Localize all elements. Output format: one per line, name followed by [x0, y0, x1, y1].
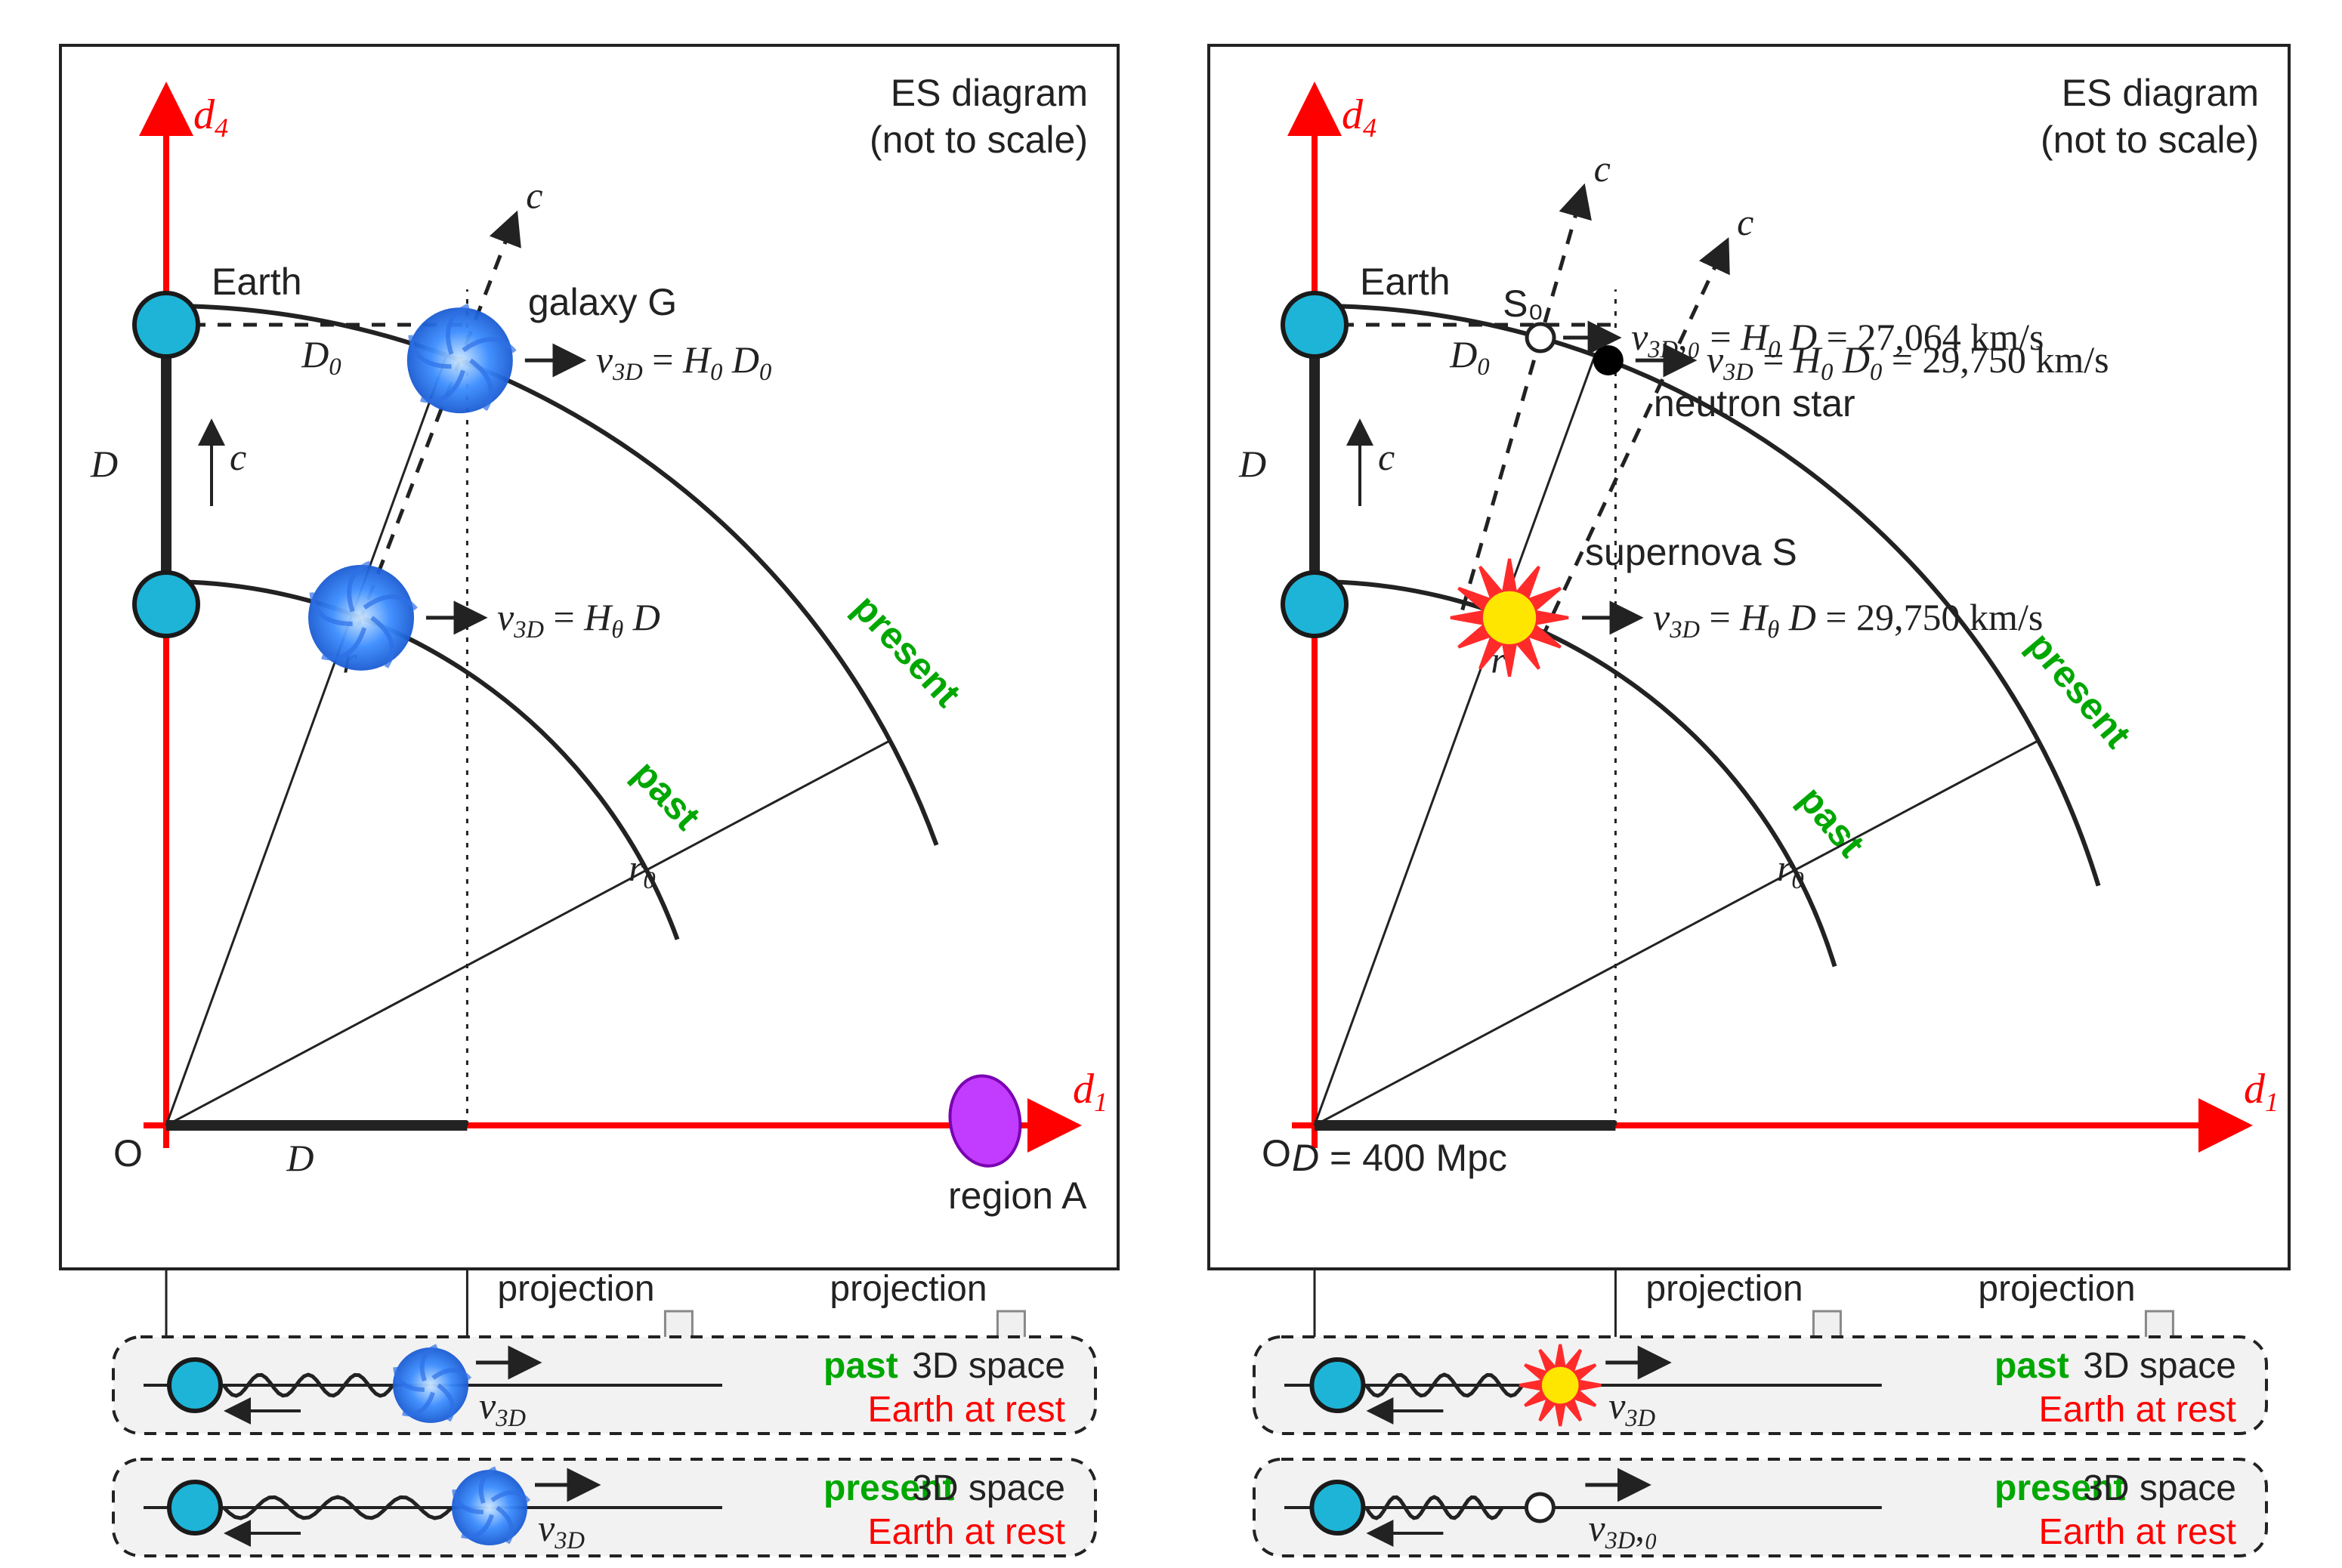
axis-label-d1: d1	[2244, 1066, 2279, 1117]
c-small-label: c	[230, 436, 246, 478]
supernova-label: supernova S	[1585, 531, 1797, 573]
D-label: D	[1238, 443, 1266, 485]
region-a-blob	[943, 1070, 1027, 1171]
arc-present	[166, 306, 937, 845]
s0-eq: v3D,₀ = H0 D = 27,064 km/s	[1631, 316, 2044, 363]
proj-3dspace: 3D space	[2083, 1468, 2236, 1508]
proj-3dspace: 3D space	[912, 1468, 1065, 1508]
c-vector	[1541, 242, 1726, 640]
radius-line	[166, 355, 446, 1125]
axis-label-d4: d4	[193, 91, 228, 143]
arc-label-past: past	[1790, 778, 1873, 865]
arc-label-past: past	[625, 752, 709, 838]
radius-line	[1315, 355, 1595, 1125]
proj-3dspace: 3D space	[912, 1346, 1065, 1386]
proj-earth-rest: Earth at rest	[868, 1512, 1065, 1552]
projection-label: projection	[497, 1269, 654, 1309]
panel-title: ES diagram	[2062, 72, 2259, 114]
origin-label: O	[1262, 1132, 1291, 1174]
c-vector-label: c	[526, 174, 542, 217]
panel-title: ES diagram	[891, 72, 1088, 114]
c-vector	[1463, 189, 1583, 610]
projection-box-past: v3Dpast3D spaceEarth at rest	[113, 1337, 1095, 1434]
D0-label: D0	[1449, 333, 1489, 381]
projection-label: projection	[830, 1269, 987, 1309]
c-vector-label: c	[1594, 147, 1611, 190]
D-label: D	[90, 443, 118, 485]
panel-left: ES diagram(not to scale)d4d1Opastpresent…	[60, 45, 1118, 1370]
radius-label: r0	[629, 847, 656, 894]
D-x-label: D	[286, 1137, 314, 1179]
panel-right: ES diagram(not to scale)d4d1Opastpresent…	[1209, 45, 2289, 1370]
earth-label: Earth	[1360, 261, 1451, 303]
supernova-eq: v3D = Hθ D = 29,750 km/s	[1653, 596, 2043, 644]
radius-line	[166, 741, 890, 1125]
projection-label: projection	[1978, 1269, 2135, 1309]
galaxy-label: galaxy G	[528, 281, 677, 323]
panel-title: (not to scale)	[870, 119, 1088, 161]
v3d-equation: v3D = Hθ D	[497, 596, 660, 644]
axis-label-d4: d4	[1342, 91, 1376, 143]
c-small-label: c	[1378, 436, 1395, 478]
projection-label: projection	[1645, 1269, 1803, 1309]
proj-3dspace: 3D space	[2083, 1346, 2236, 1386]
region-a-label: region A	[948, 1174, 1087, 1217]
panel-title: (not to scale)	[2041, 119, 2259, 161]
proj-state-label: past	[823, 1346, 898, 1386]
D0-label: D0	[301, 333, 341, 381]
c-vector	[358, 216, 515, 625]
earth-label: Earth	[212, 261, 302, 303]
axis-label-d1: d1	[1073, 1066, 1108, 1117]
s0-label: S₀	[1503, 282, 1543, 325]
proj-earth-rest: Earth at rest	[2039, 1512, 2236, 1552]
radius-line	[1315, 741, 2038, 1125]
proj-state-label: past	[1994, 1346, 2069, 1386]
proj-earth-rest: Earth at rest	[868, 1390, 1065, 1430]
c-vector-label: c	[1737, 201, 1753, 243]
v3d-equation: v3D = H0 D0	[596, 338, 771, 386]
D-x-label: D = 400 Mpc	[1292, 1137, 1507, 1179]
proj-earth-rest: Earth at rest	[2039, 1390, 2236, 1430]
projection-box-past: v3Dpast3D spaceEarth at rest	[1254, 1337, 2266, 1434]
origin-label: O	[113, 1132, 143, 1174]
neutron-label: neutron star	[1654, 382, 1855, 424]
projection-box-present: v3D,₀present3D spaceEarth at rest	[1254, 1459, 2266, 1556]
radius-label: r0	[1777, 847, 1804, 894]
projection-box-present: v3Dpresent3D spaceEarth at rest	[113, 1459, 1095, 1556]
